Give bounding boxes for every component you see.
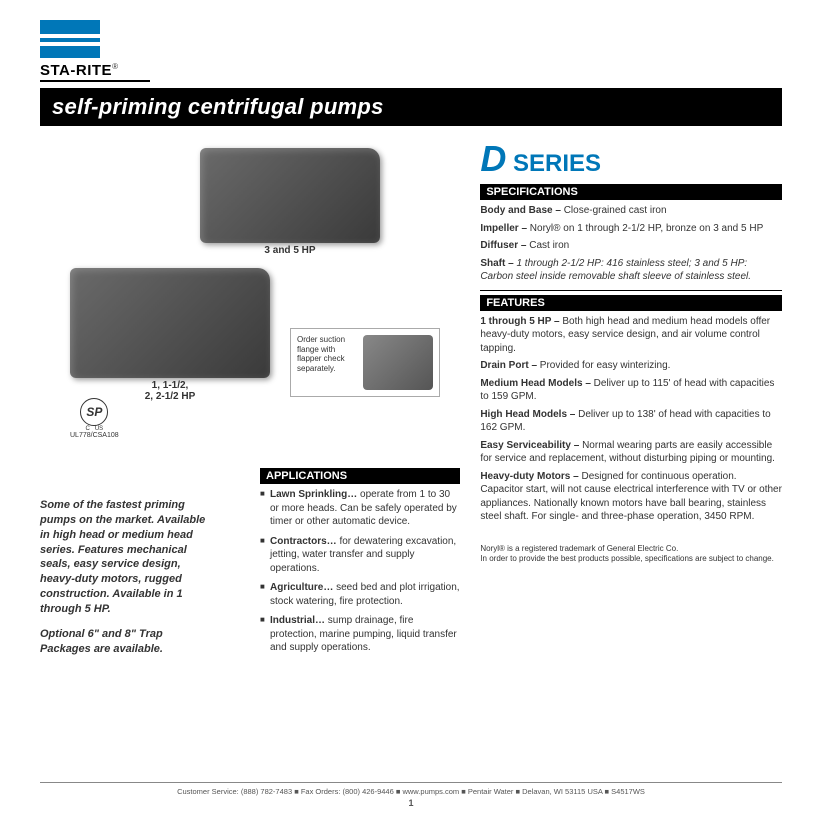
applications-section: APPLICATIONS Lawn Sprinkling… operate fr… xyxy=(260,468,460,661)
footnote-1: Noryl® is a registered trademark of Gene… xyxy=(480,544,782,554)
intro-paragraph-2: Optional 6" and 8" Trap Packages are ava… xyxy=(40,627,250,657)
brand-logo xyxy=(40,20,782,58)
product-images: 3 and 5 HP 1, 1-1/2, 2, 2-1/2 HP SP C US… xyxy=(40,138,462,448)
app-item: Contractors… for dewatering excavation, … xyxy=(260,535,460,576)
specifications-header: SPECIFICATIONS xyxy=(480,184,782,200)
pump-image-3-5hp xyxy=(200,148,380,243)
page-title: self-priming centrifugal pumps xyxy=(40,88,782,126)
page-number: 1 xyxy=(40,798,782,808)
footer-text: Customer Service: (888) 782-7483 ■ Fax O… xyxy=(40,787,782,796)
app-item: Agriculture… seed bed and plot irrigatio… xyxy=(260,581,460,608)
app-item: Lawn Sprinkling… operate from 1 to 30 or… xyxy=(260,488,460,529)
page-footer: Customer Service: (888) 782-7483 ■ Fax O… xyxy=(40,782,782,808)
logo-mark xyxy=(40,20,100,58)
pump-image-1-2hp xyxy=(70,268,270,378)
csa-label: UL778/CSA108 xyxy=(70,432,119,439)
applications-header: APPLICATIONS xyxy=(260,468,460,484)
intro-paragraph-1: Some of the fastest priming pumps on the… xyxy=(40,498,250,617)
brand-name: STA-RITE xyxy=(40,62,112,79)
features-header: FEATURES xyxy=(480,295,782,311)
divider xyxy=(480,290,782,291)
flange-note-text: Order suction flange with flapper check … xyxy=(297,335,357,373)
app-item: Industrial… sump drainage, fire protecti… xyxy=(260,614,460,655)
features-list: 1 through 5 HP – Both high head and medi… xyxy=(480,315,782,524)
footnotes: Noryl® is a registered trademark of Gene… xyxy=(480,544,782,565)
flange-image xyxy=(363,335,433,390)
csa-certification: SP C US UL778/CSA108 xyxy=(70,398,119,439)
series-title: D SERIES xyxy=(480,138,782,180)
flange-note-box: Order suction flange with flapper check … xyxy=(290,328,440,397)
pump-caption-1: 3 and 5 HP xyxy=(200,245,380,256)
specifications-list: Body and Base – Close-grained cast iron … xyxy=(480,204,782,284)
applications-list: Lawn Sprinkling… operate from 1 to 30 or… xyxy=(260,488,460,655)
footnote-2: In order to provide the best products po… xyxy=(480,554,782,564)
intro-text: Some of the fastest priming pumps on the… xyxy=(40,478,250,656)
